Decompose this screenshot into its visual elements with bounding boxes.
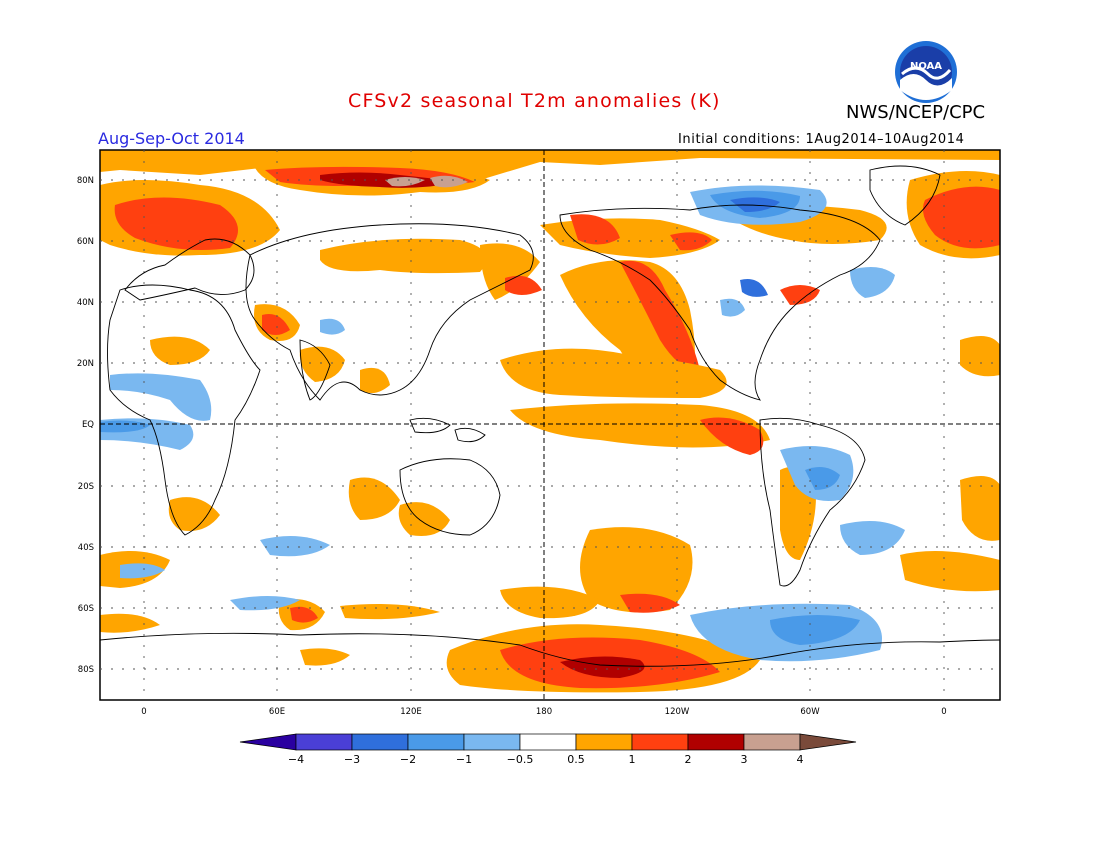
coastlines	[99, 165, 1001, 667]
colorbar-swatch	[407, 733, 465, 751]
latitude-labels: 80N 60N 40N 20N EQ 20S 40S 60S 80S	[77, 176, 94, 675]
colorbar-label: −0.5	[507, 753, 534, 766]
lon-label: 60E	[269, 707, 285, 717]
colorbar-label: 0.5	[567, 753, 585, 766]
anomaly-field	[100, 150, 1000, 700]
lat-label: 80S	[78, 665, 94, 675]
svg-text:NOAA: NOAA	[910, 61, 942, 72]
lat-label: EQ	[82, 420, 94, 430]
lon-label: 60W	[800, 707, 820, 717]
lat-label: 20N	[77, 359, 94, 369]
lon-label: 120W	[665, 707, 690, 717]
grid-lines	[100, 150, 1000, 700]
colorbar-label: 3	[741, 753, 748, 766]
lat-label: 40N	[77, 298, 94, 308]
colorbar: −4 −3 −2 −1 −0.5 0.5 1 2 3 4	[239, 733, 857, 766]
colorbar-swatch	[743, 733, 801, 751]
colorbar-swatch	[631, 733, 689, 751]
lat-label: 60S	[78, 604, 94, 614]
colorbar-swatch	[295, 733, 353, 751]
colorbar-label: −3	[344, 753, 360, 766]
colorbar-swatch	[687, 733, 745, 751]
equator-dateline	[100, 150, 1000, 700]
lat-label: 20S	[78, 482, 94, 492]
lat-label: 80N	[77, 176, 94, 186]
lat-label: 40S	[78, 543, 94, 553]
map-title: CFSv2 seasonal T2m anomalies (K)	[348, 90, 721, 112]
longitude-labels: 0 60E 120E 180 120W 60W 0	[141, 707, 946, 717]
colorbar-min-arrow	[239, 733, 297, 751]
colorbar-max-arrow	[799, 733, 857, 751]
lon-label: 120E	[400, 707, 422, 717]
lon-label: 0	[141, 707, 146, 717]
colorbar-swatch	[519, 733, 577, 751]
colorbar-label: 1	[629, 753, 636, 766]
noaa-logo-icon: NOAA	[895, 41, 957, 103]
lon-label: 0	[941, 707, 946, 717]
colorbar-swatch	[575, 733, 633, 751]
colorbar-swatch	[351, 733, 409, 751]
lon-label: 180	[536, 707, 552, 717]
colorbar-label: −2	[400, 753, 416, 766]
plot-frame	[99, 149, 1001, 701]
agency-label: NWS/NCEP/CPC	[846, 102, 986, 123]
initial-conditions: Initial conditions: 1Aug2014–10Aug2014	[678, 132, 965, 147]
colorbar-label: 2	[685, 753, 692, 766]
forecast-period: Aug-Sep-Oct 2014	[98, 129, 245, 148]
colorbar-swatch	[463, 733, 521, 751]
colorbar-label: −1	[456, 753, 472, 766]
lat-label: 60N	[77, 237, 94, 247]
colorbar-label: 4	[797, 753, 804, 766]
colorbar-label: −4	[288, 753, 304, 766]
